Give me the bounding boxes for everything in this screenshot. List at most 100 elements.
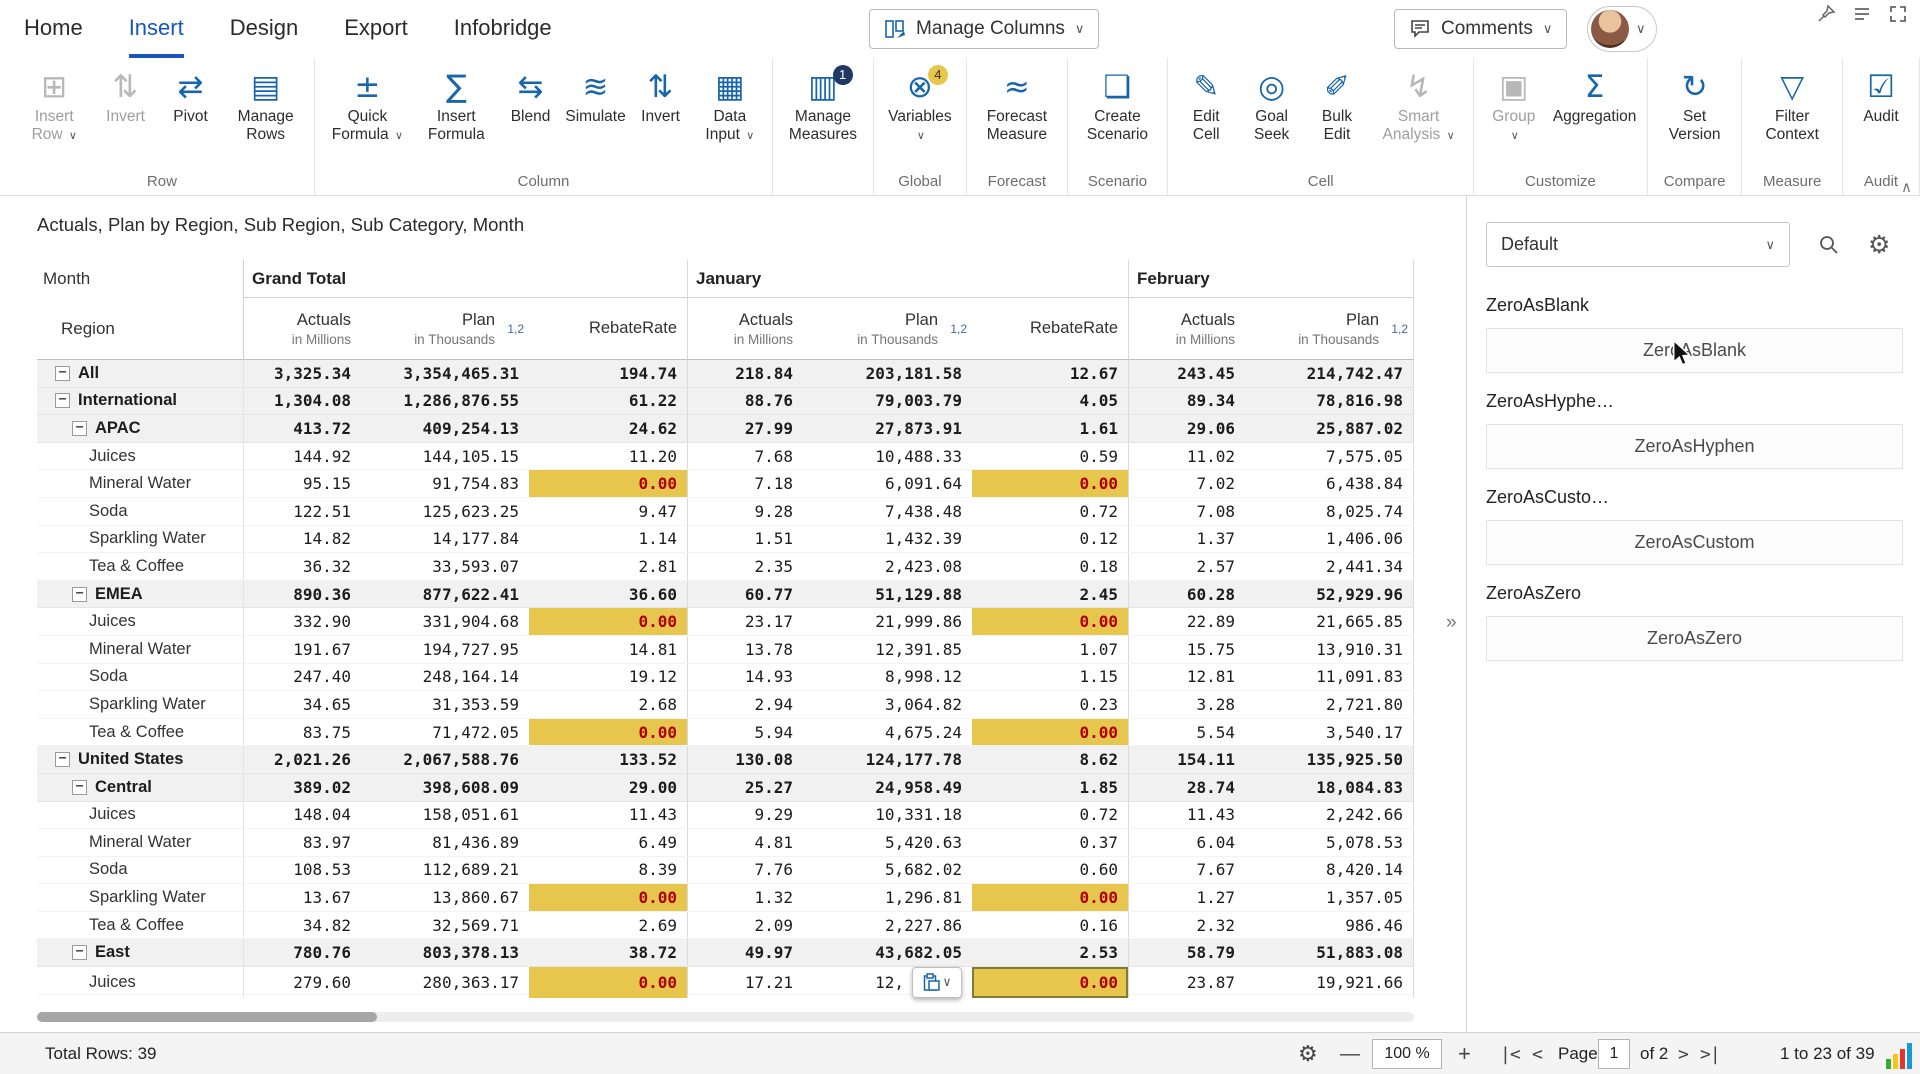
collapse-icon[interactable]: − — [55, 365, 70, 381]
cell[interactable]: 112,689.21 — [361, 857, 529, 884]
cell[interactable]: 3,540.17 — [1245, 718, 1414, 746]
collapse-icon[interactable]: − — [72, 945, 87, 961]
cell[interactable]: 8.39 — [529, 856, 688, 884]
avatar[interactable] — [1591, 10, 1629, 48]
cell[interactable]: 144.92 — [244, 443, 361, 470]
cell[interactable]: 2.32 — [1129, 912, 1245, 939]
insert-row-button[interactable]: ⊞ Insert Row ∨ — [17, 66, 92, 169]
column-header-actuals[interactable]: Actuals in Millions — [1129, 298, 1245, 360]
cell[interactable]: 91,754.83 — [361, 470, 529, 497]
cell[interactable]: 191.67 — [244, 636, 361, 663]
last-page-button[interactable]: >| — [1700, 1043, 1721, 1065]
next-page-button[interactable]: > — [1678, 1043, 1689, 1065]
cell[interactable]: 71,472.05 — [361, 719, 529, 746]
cell[interactable]: 27.99 — [688, 415, 803, 442]
cell[interactable]: 2.35 — [688, 553, 803, 580]
cell[interactable]: 7.76 — [688, 857, 803, 884]
cell[interactable]: 8,420.14 — [1245, 856, 1414, 884]
cell[interactable]: 8,025.74 — [1245, 497, 1414, 525]
cell[interactable]: 1.15 — [972, 663, 1129, 691]
row-label-mineral-water[interactable]: Mineral Water — [37, 829, 244, 856]
cell[interactable]: 1.51 — [688, 526, 803, 553]
cell[interactable]: 28.74 — [1129, 774, 1245, 801]
cell[interactable]: 11,091.83 — [1245, 663, 1414, 691]
row-label-sparkling-water[interactable]: Sparkling Water — [37, 525, 244, 553]
cell[interactable]: 0.37 — [972, 829, 1129, 856]
bulk-edit-button[interactable]: ✐ Bulk Edit — [1306, 66, 1368, 169]
cell[interactable]: 9.29 — [688, 802, 803, 829]
cell[interactable]: 1.85 — [972, 773, 1129, 801]
page-input[interactable]: 1 — [1598, 1039, 1630, 1069]
cell[interactable]: 24.62 — [529, 415, 688, 442]
cell[interactable]: 0.59 — [972, 442, 1129, 470]
menu-tab-export[interactable]: Export — [344, 15, 408, 40]
cell[interactable]: 1.61 — [972, 415, 1129, 442]
row-label-mineral-water[interactable]: Mineral Water — [37, 635, 244, 663]
cell[interactable]: 108.53 — [244, 857, 361, 884]
cell[interactable]: 144,105.15 — [361, 443, 529, 470]
cell[interactable]: 2.94 — [688, 691, 803, 718]
row-label-all[interactable]: − All — [37, 360, 244, 387]
cell[interactable]: 280,363.17 — [361, 967, 529, 998]
account-menu[interactable]: ∨ — [1587, 6, 1657, 52]
cell[interactable]: 9.47 — [529, 497, 688, 525]
collapse-icon[interactable]: − — [55, 752, 70, 768]
cell[interactable]: 3,354,465.31 — [361, 360, 529, 387]
cell[interactable]: 5,078.53 — [1245, 829, 1414, 856]
zeroasblank-button[interactable]: ZeroAsBlank — [1486, 328, 1903, 373]
cell[interactable]: 332.90 — [244, 608, 361, 635]
column-header-actuals[interactable]: Actuals in Millions — [688, 298, 803, 360]
column-header-plan[interactable]: Plan in Thousands 1,2 — [1245, 298, 1414, 360]
cell[interactable]: 877,622.41 — [361, 581, 529, 608]
aggregation-button[interactable]: Σ Aggregation — [1549, 66, 1639, 169]
cell[interactable]: 0.72 — [972, 801, 1129, 829]
cell[interactable]: 0.18 — [972, 553, 1129, 580]
cell[interactable]: 214,742.47 — [1245, 360, 1414, 387]
column-group-february[interactable]: February — [1129, 260, 1414, 298]
cell[interactable]: 79,003.79 — [803, 388, 972, 415]
collapse-icon[interactable]: − — [72, 586, 87, 602]
cell[interactable]: 14.82 — [244, 526, 361, 553]
cell[interactable]: 986.46 — [1245, 911, 1414, 939]
menu-tab-infobridge[interactable]: Infobridge — [453, 15, 552, 40]
gear-icon[interactable]: ⚙ — [1868, 230, 1891, 259]
menu-tab-design[interactable]: Design — [229, 15, 299, 40]
cell[interactable]: 133.52 — [529, 746, 688, 773]
cell[interactable]: 5.54 — [1129, 719, 1245, 746]
cell[interactable]: 51,129.88 — [803, 581, 972, 608]
cell[interactable]: 7.68 — [688, 443, 803, 470]
cell[interactable]: 18,084.83 — [1245, 773, 1414, 801]
zoom-level[interactable]: 100 % — [1372, 1039, 1442, 1069]
row-label-juices[interactable]: Juices — [37, 608, 244, 635]
cell[interactable]: 413.72 — [244, 415, 361, 442]
cell[interactable]: 1.37 — [1129, 526, 1245, 553]
cell[interactable]: 51,883.08 — [1245, 939, 1414, 967]
cell[interactable]: 5,420.63 — [803, 829, 972, 856]
statusbar-gear-icon[interactable]: ⚙ — [1298, 1041, 1318, 1067]
cell[interactable]: 14.81 — [529, 635, 688, 663]
cell[interactable]: 154.11 — [1129, 746, 1245, 773]
cell[interactable]: 31,353.59 — [361, 691, 529, 718]
cell[interactable]: 0.00 — [529, 967, 688, 999]
cell[interactable]: 2,227.86 — [803, 912, 972, 939]
cell[interactable]: 1.14 — [529, 525, 688, 553]
cell[interactable]: 203,181.58 — [803, 360, 972, 387]
cell[interactable]: 83.75 — [244, 719, 361, 746]
cell[interactable]: 4.05 — [972, 387, 1129, 415]
cell[interactable]: 3,064.82 — [803, 691, 972, 718]
insert-formula-button[interactable]: ∑ Insert Formula — [416, 66, 497, 169]
column-header-actuals[interactable]: Actuals in Millions — [244, 298, 361, 360]
menu-tab-insert[interactable]: Insert — [128, 0, 184, 58]
cell[interactable]: 2.45 — [972, 580, 1129, 608]
collapse-icon[interactable]: − — [72, 779, 87, 795]
cell[interactable]: 22.89 — [1129, 608, 1245, 635]
cell[interactable]: 13,860.67 — [361, 884, 529, 911]
cell[interactable]: 124,177.78 — [803, 746, 972, 773]
blend-button[interactable]: ⇆ Blend — [500, 66, 562, 169]
cell[interactable]: 12.81 — [1129, 664, 1245, 691]
cell[interactable]: 17.21 — [688, 967, 803, 998]
cell[interactable]: 2,067,588.76 — [361, 746, 529, 773]
row-label-emea[interactable]: − EMEA — [37, 580, 244, 608]
cell[interactable]: 52,929.96 — [1245, 580, 1414, 608]
cell[interactable]: 95.15 — [244, 470, 361, 497]
